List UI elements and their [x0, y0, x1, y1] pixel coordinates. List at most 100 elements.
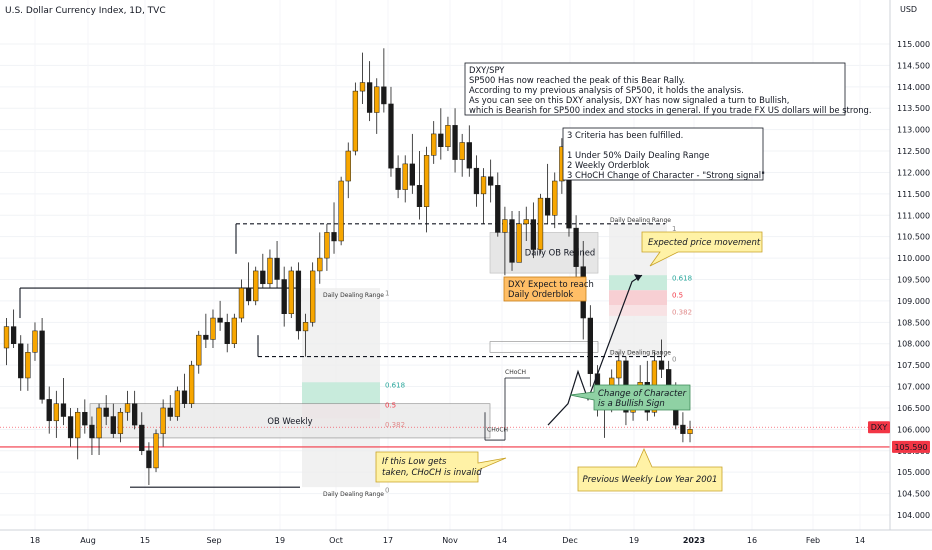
candle: [388, 86, 394, 177]
candle-body: [409, 163, 415, 186]
candle: [67, 407, 74, 447]
candle: [260, 253, 266, 289]
callout-weekly-low: [577, 448, 723, 492]
candle: [295, 262, 302, 340]
fib-label-right: 0.5: [672, 291, 683, 299]
y-tick-label: 111.000: [897, 211, 930, 220]
candle: [46, 386, 52, 434]
candle-body: [573, 227, 579, 267]
candle-body: [281, 279, 287, 315]
candle: [495, 172, 501, 237]
callout-low-taken-line: If this Low gets: [382, 457, 447, 467]
candle-body: [445, 125, 451, 148]
y-tick-label: 109.000: [897, 297, 930, 306]
callout-dxy-expect-line: Daily Orderblok: [508, 289, 573, 299]
y-tick-label: 110.500: [897, 233, 930, 242]
candle: [431, 121, 437, 164]
fib-label-right: 0.618: [672, 274, 692, 282]
candle-body: [338, 180, 344, 242]
candle: [352, 82, 359, 156]
candle-body: [331, 232, 337, 242]
candle: [452, 108, 458, 173]
candle-body: [260, 270, 266, 285]
candle-body: [523, 219, 529, 225]
projection-arrowhead: [634, 274, 642, 282]
candle-body: [67, 416, 74, 439]
candle-body: [3, 326, 10, 349]
candle: [110, 403, 116, 438]
candle: [573, 215, 579, 284]
note-dxy-spy-line: DXY/SPY: [469, 65, 505, 75]
candle: [253, 266, 259, 306]
callout-dxy-expect-line: DXY Expect to reach: [508, 279, 594, 289]
candle: [423, 146, 430, 233]
y-tick-label: 115.000: [897, 40, 930, 49]
y-tick-label: 104.500: [897, 490, 930, 499]
candle: [587, 305, 593, 387]
y-axis: USD104.000104.500105.000105.500106.00010…: [868, 0, 932, 550]
note-dxy-spy-line: SP500 Has now reached the peak of this B…: [469, 75, 685, 85]
candle-body: [253, 270, 259, 302]
fib-zone-382-right: [609, 305, 667, 316]
candle-body: [224, 322, 230, 344]
x-tick-label: Feb: [806, 536, 820, 545]
candle-body: [452, 125, 458, 160]
x-tick-label: 14: [497, 536, 507, 545]
candle: [25, 343, 31, 391]
candle-body: [288, 270, 294, 315]
candle: [445, 116, 451, 152]
candle: [167, 395, 173, 421]
candle: [18, 335, 24, 391]
callout-choch-line: Change of Character: [598, 389, 687, 399]
candle-body: [146, 450, 152, 469]
candle-body: [616, 360, 622, 379]
candle: [238, 279, 245, 323]
candle-body: [96, 407, 102, 439]
callout-weekly-low-text: Previous Weekly Low Year 2001: [583, 475, 718, 485]
candle: [544, 163, 551, 224]
fib-label-right: 0.382: [672, 309, 692, 317]
candle: [267, 249, 273, 289]
candle: [281, 266, 287, 327]
candle-body: [423, 155, 430, 207]
x-tick-label: Oct: [329, 536, 343, 545]
candle: [416, 151, 423, 220]
zone-ob-weekly-label: OB Weekly: [267, 416, 312, 426]
candle: [39, 318, 45, 404]
candle: [160, 399, 166, 447]
candle-body: [488, 176, 494, 186]
fib-label-left: 0.5: [385, 402, 396, 410]
x-tick-label: Nov: [442, 536, 458, 545]
y-tick-label: 113.000: [897, 126, 930, 135]
chart-title: U.S. Dollar Currency Index, 1D, TVC: [5, 6, 166, 16]
y-tick-label: 112.500: [897, 147, 930, 156]
candle-body: [117, 411, 124, 434]
choch-label-2: CHoCH: [487, 427, 508, 434]
y-tick-label: 112.000: [897, 168, 930, 177]
candle: [402, 155, 408, 203]
candle: [245, 262, 252, 306]
x-tick-label: 19: [275, 536, 285, 545]
candle-body: [32, 330, 38, 353]
candle: [488, 159, 494, 203]
projection-path: [547, 274, 643, 426]
candle-body: [196, 334, 202, 366]
candle: [60, 377, 67, 426]
candle: [302, 313, 309, 357]
candle: [502, 206, 508, 276]
candle-body: [238, 287, 245, 319]
candle-body: [495, 185, 501, 233]
candle: [139, 412, 145, 456]
candle-body: [459, 142, 465, 160]
candle: [103, 395, 109, 426]
y-axis-unit: USD: [900, 5, 917, 14]
callout-low-taken: [375, 451, 507, 483]
price-label-bg: [868, 421, 890, 434]
candle: [89, 416, 95, 456]
candle-body: [416, 185, 423, 207]
note-criteria-line: 2 Weekly Orderblok: [567, 160, 649, 170]
note-dxy-spy: [464, 62, 846, 116]
candle-body: [537, 197, 544, 250]
candle: [117, 407, 124, 443]
